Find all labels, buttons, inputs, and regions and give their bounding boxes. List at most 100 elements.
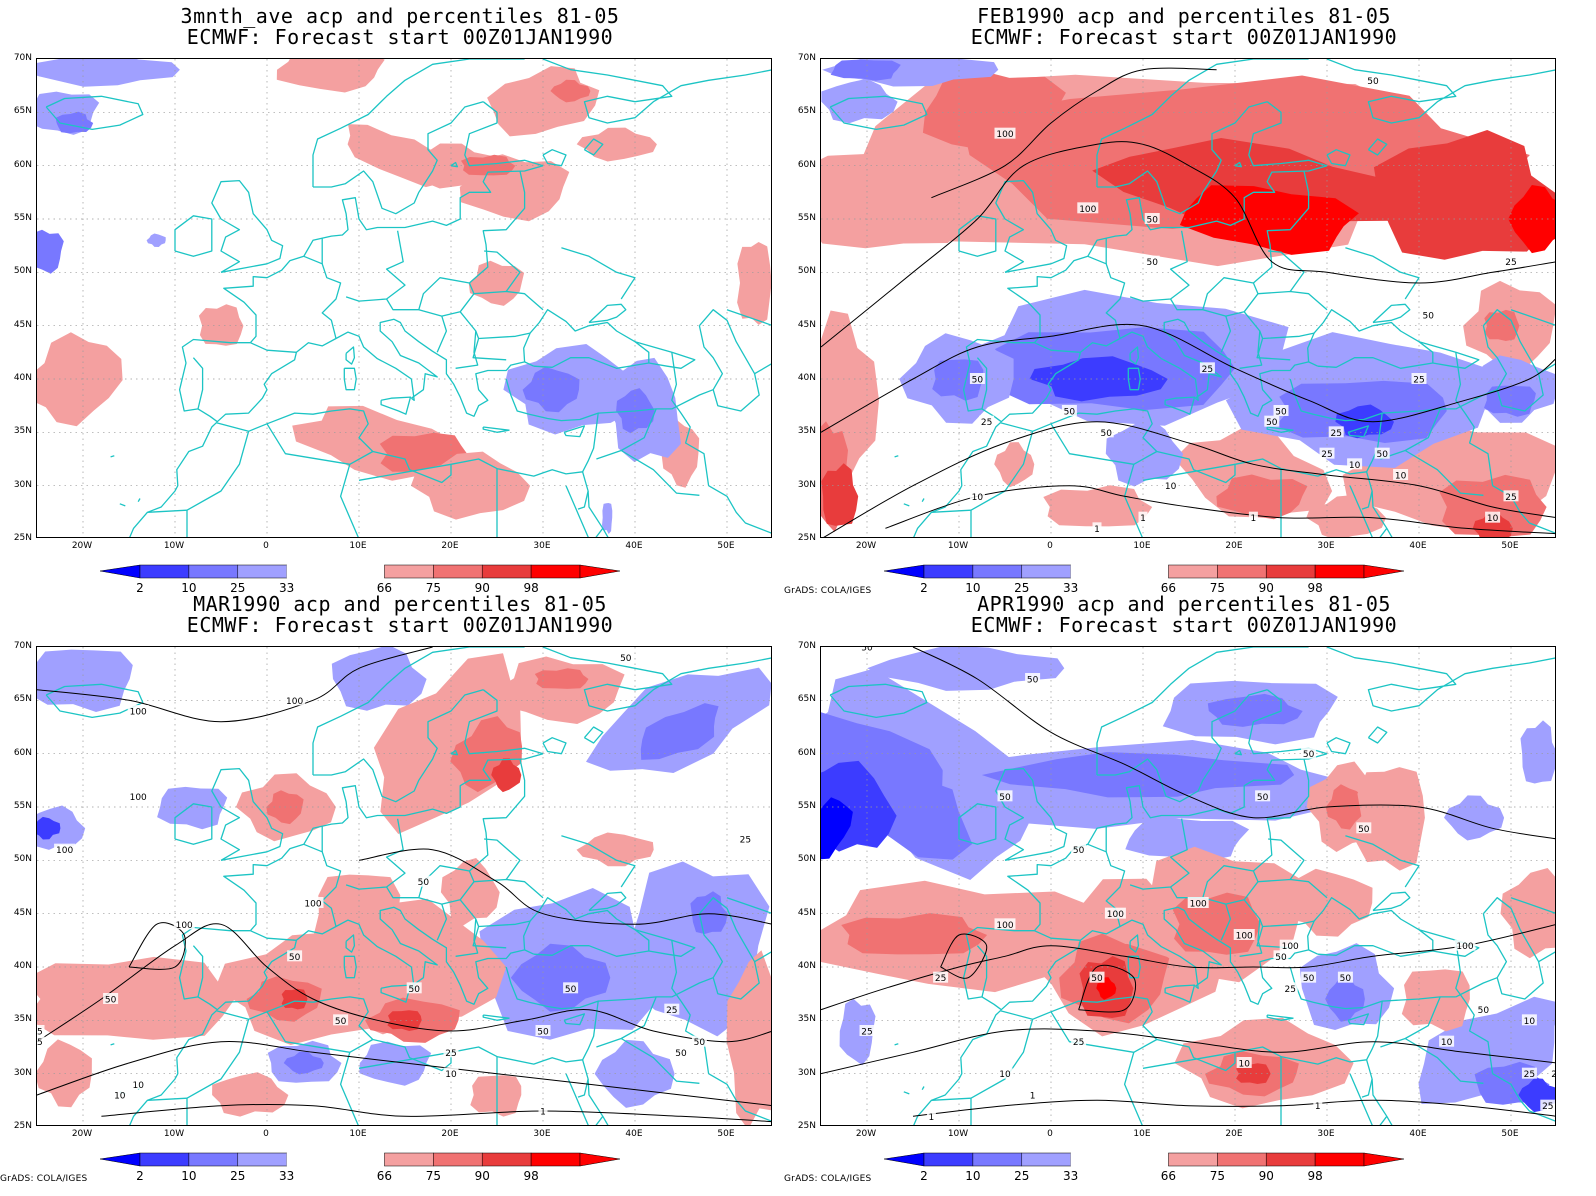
colorbar (99, 564, 621, 584)
lon-tick-label: 0 (263, 541, 269, 551)
contour-label-bg (1549, 1067, 1555, 1079)
contour-label-bg (1233, 929, 1255, 940)
lat-tick-label: 40N (13, 373, 32, 383)
contour-label-bg (1337, 971, 1353, 983)
contour-label: 25 (861, 1028, 872, 1038)
map-plot-area: 5010010010010025100501005050505050502525… (36, 646, 772, 1126)
shaded-region-blue_25 (830, 59, 901, 81)
colorbar-segment (139, 1152, 190, 1167)
colorbar-label: 66 (376, 1169, 393, 1183)
lon-tick-label: 10W (163, 541, 185, 551)
shaded-region-red_98 (1096, 977, 1117, 1000)
shaded-region-blue_25 (981, 752, 1295, 798)
contour-label: 50 (1146, 216, 1158, 226)
colorbar-segment (237, 564, 287, 579)
map-plot-area: 50 100 100 50 50 25 50 25 50 50 25 50 50 25 25 10 50 25 10… (820, 58, 1556, 538)
colorbar-segment (433, 1152, 483, 1167)
colorbar-label: 25 (1014, 581, 1030, 595)
contour-label-bg (1393, 469, 1409, 480)
contour-label-bg (1098, 426, 1114, 438)
contour-label-bg (1540, 1099, 1555, 1111)
lon-tick-label: 30E (1317, 541, 1335, 551)
shaded-region-red_98 (1179, 185, 1359, 255)
contour-label: 50 (1340, 974, 1352, 984)
contour-label-bg (1071, 1035, 1087, 1047)
shaded-region-red_90 (1236, 1063, 1271, 1084)
colorbar-label: 90 (1258, 581, 1274, 595)
contour-label-bg (673, 1046, 689, 1058)
contour-label-bg (1411, 373, 1427, 384)
colorbar-arrow-high (1363, 564, 1405, 579)
contour-label: 10 (1487, 514, 1499, 524)
contour-label-bg (1301, 971, 1317, 983)
contour-label: 100 (56, 846, 73, 856)
panel-title: FEB1990 acp and percentiles 81-05 (977, 4, 1391, 28)
shaded-region-red_66 (410, 451, 531, 520)
colorbar-segment (384, 564, 434, 579)
shaded-region-blue_25 (1484, 385, 1536, 417)
panel-subtitle: ECMWF: Forecast start 00Z01JAN1990 (970, 613, 1398, 637)
colorbar-label: 33 (279, 581, 295, 595)
lat-tick-label: 55N (13, 213, 32, 223)
shaded-region-blue_25 (37, 229, 64, 274)
shaded-region-blue_10 (37, 816, 61, 840)
contour-label-bg (1199, 362, 1215, 374)
lon-tick-label: 30E (533, 1129, 551, 1139)
lat-tick-label: 70N (797, 53, 816, 63)
contour-label-bg (1356, 822, 1372, 834)
shaded-region-red_75 (1439, 474, 1547, 537)
contour-label: 25 (37, 1038, 43, 1048)
shaded-region-blue_33 (37, 649, 133, 712)
colorbar-segment (1021, 1152, 1071, 1167)
lat-tick-label: 40N (13, 961, 32, 971)
contour-label: 25 (935, 974, 946, 984)
shaded-region-red_66 (1277, 868, 1373, 937)
colorbar-label: 98 (1307, 581, 1323, 595)
map-panel-p3: MAR1990 acp and percentiles 81-05 ECMWF: … (0, 594, 780, 1184)
colorbar-segment (1314, 564, 1365, 579)
contour-label: 50 (1027, 676, 1039, 686)
lat-tick-label: 60N (797, 159, 816, 170)
contours (37, 647, 771, 1123)
grads-credit: GrADS: COLA/IGES (784, 1174, 872, 1184)
lon-tick-label: 20W (71, 541, 93, 551)
contour-label: 1 (1251, 514, 1257, 524)
lon-tick-label: 10W (947, 1129, 969, 1139)
colorbar-segment (530, 1152, 581, 1167)
shaded-region-blue_33 (1444, 795, 1505, 841)
colorbar-segment (237, 1152, 287, 1167)
shaded-region-red_75 (841, 913, 988, 955)
colorbar-label: 98 (523, 581, 539, 595)
contour-label-bg (859, 647, 875, 652)
contour-label: 50 (1275, 408, 1287, 418)
contour-label: 50 (408, 985, 420, 995)
colorbar-segment (1021, 564, 1071, 579)
contour-label: 10 (445, 1070, 457, 1080)
contour-label-bg (1328, 426, 1344, 438)
lat-tick-label: 25N (13, 1121, 32, 1131)
colorbar-arrow-high (579, 564, 621, 579)
contour-label-bg (1439, 1035, 1455, 1047)
shaded-region-blue_33 (359, 1041, 432, 1086)
colorbar-label: 2 (920, 1169, 928, 1183)
colorbar-label: 10 (965, 1169, 981, 1183)
contour-label-bg (112, 1089, 128, 1100)
shaded-region-blue_33 (867, 647, 1065, 691)
contour-label: 10 (999, 1070, 1011, 1080)
contour-label: 1 (1030, 1092, 1036, 1102)
contour-label-bg (1187, 897, 1209, 908)
lon-tick-label: 0 (1047, 1129, 1053, 1139)
colorbar-segment (1265, 1152, 1316, 1167)
colorbar-segment (481, 564, 532, 579)
contour-label-bg (1365, 74, 1381, 86)
lat-tick-label: 60N (13, 747, 32, 758)
colorbar-segment (286, 1153, 385, 1166)
map-svg (37, 59, 771, 537)
contour-label-bg (1313, 1099, 1323, 1111)
lat-tick-label: 70N (13, 53, 32, 63)
lat-tick-label: 50N (13, 266, 32, 277)
shaded-region-red_75 (1484, 309, 1520, 341)
contour-label: 100 (1107, 910, 1124, 920)
contour-label: 25 (1413, 376, 1424, 386)
contour-label: 100 (286, 697, 303, 707)
